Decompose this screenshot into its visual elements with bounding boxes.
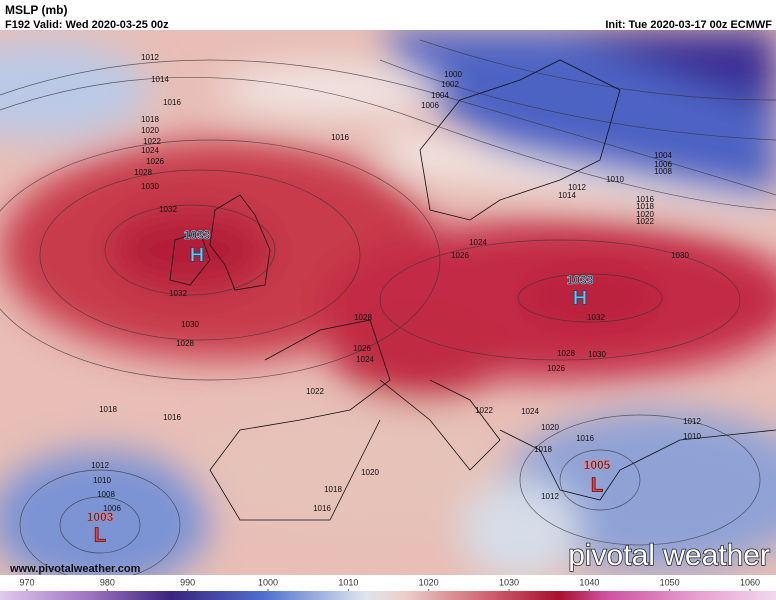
isobars bbox=[0, 39, 776, 575]
contour-label: 1024 bbox=[141, 146, 159, 155]
contour-label: 1020 bbox=[541, 423, 559, 432]
contour-label: 1030 bbox=[141, 182, 159, 191]
center-symbol: L bbox=[591, 474, 603, 496]
contour-label: 1022 bbox=[143, 137, 161, 146]
center-value: 1003 bbox=[87, 510, 114, 524]
contour-label: 1006 bbox=[421, 101, 439, 110]
colorbar-tick-label: 970 bbox=[19, 577, 34, 587]
title: MSLP (mb) bbox=[5, 3, 67, 17]
colorbar-tick-label: 980 bbox=[100, 577, 115, 587]
colorbar-tick-label: 1060 bbox=[740, 577, 760, 587]
contour-label: 1020 bbox=[636, 210, 654, 219]
contour-labels: 1012101410161018102010221024102610281030… bbox=[91, 53, 701, 513]
watermark-brand: pivotal weather bbox=[568, 539, 770, 572]
contour-label: 1016 bbox=[576, 434, 594, 443]
contour-label: 1018 bbox=[99, 405, 117, 414]
contour-label: 1008 bbox=[97, 490, 115, 499]
colorbar-tick-label: 1040 bbox=[579, 577, 599, 587]
contour-label: 1024 bbox=[469, 238, 487, 247]
center-symbol: H bbox=[190, 244, 204, 266]
contour-label: 1030 bbox=[671, 251, 689, 260]
colorbar-tick-label: 990 bbox=[180, 577, 195, 587]
contour-label: 1032 bbox=[169, 289, 187, 298]
contour-label: 1018 bbox=[141, 115, 159, 124]
contour-label: 1028 bbox=[176, 339, 194, 348]
contour-label: 1006 bbox=[654, 160, 672, 169]
contour-label: 1006 bbox=[103, 504, 121, 513]
init-time: Init: Tue 2020-03-17 00z ECMWF bbox=[605, 19, 772, 31]
colorbar bbox=[0, 591, 776, 600]
colorbar-tick-label: 1010 bbox=[338, 577, 358, 587]
colorbar-tick-label: 1020 bbox=[419, 577, 439, 587]
contour-label: 1010 bbox=[93, 476, 111, 485]
contour-label: 1026 bbox=[451, 251, 469, 260]
pressure-field bbox=[0, 30, 776, 575]
contour-label: 1018 bbox=[636, 202, 654, 211]
contour-label: 1032 bbox=[587, 313, 605, 322]
coastlines bbox=[169, 59, 776, 521]
contour-label: 1018 bbox=[534, 445, 552, 454]
contour-label: 1020 bbox=[141, 126, 159, 135]
contour-label: 1022 bbox=[475, 406, 493, 415]
contour-label: 1012 bbox=[683, 417, 701, 426]
center-value: 1033 bbox=[567, 273, 594, 287]
contour-label: 1012 bbox=[91, 461, 109, 470]
contour-label: 1030 bbox=[181, 320, 199, 329]
contour-label: 1026 bbox=[353, 344, 371, 353]
contour-label: 1028 bbox=[557, 349, 575, 358]
contour-label: 1024 bbox=[521, 407, 539, 416]
colorbar-tick-label: 1000 bbox=[258, 577, 278, 587]
contour-label: 1014 bbox=[558, 191, 576, 200]
contour-label: 1002 bbox=[441, 80, 459, 89]
contour-label: 1016 bbox=[163, 413, 181, 422]
contour-label: 1012 bbox=[141, 53, 159, 62]
center-symbol: H bbox=[573, 287, 587, 309]
contour-label: 1022 bbox=[306, 387, 324, 396]
contour-label: 1016 bbox=[313, 504, 331, 513]
colorbar-tick-label: 1030 bbox=[499, 577, 519, 587]
center-value: 1033 bbox=[184, 228, 211, 242]
valid-time: F192 Valid: Wed 2020-03-25 00z bbox=[5, 19, 169, 31]
center-symbol: L bbox=[94, 524, 106, 546]
contour-label: 1032 bbox=[159, 205, 177, 214]
contour-label: 1004 bbox=[654, 151, 672, 160]
contour-label: 1012 bbox=[541, 492, 559, 501]
colorbar-ticks: 970 980 990 1000 1010 1020 1030 1040 1050 1060 bbox=[19, 577, 760, 591]
contour-label: 1004 bbox=[431, 91, 449, 100]
contour-label: 1026 bbox=[547, 364, 565, 373]
contour-label: 1016 bbox=[331, 133, 349, 142]
watermark-url: www.pivotalweather.com bbox=[9, 563, 141, 575]
contour-label: 1028 bbox=[354, 313, 372, 322]
contour-label: 1026 bbox=[146, 157, 164, 166]
contour-label: 1024 bbox=[356, 355, 374, 364]
contour-label: 1020 bbox=[361, 468, 379, 477]
contour-label: 1008 bbox=[654, 167, 672, 176]
contour-label: 1010 bbox=[683, 432, 701, 441]
contour-label: 1030 bbox=[588, 350, 606, 359]
contour-label: 1018 bbox=[324, 485, 342, 494]
contour-label: 1000 bbox=[444, 70, 462, 79]
contour-label: 1028 bbox=[134, 168, 152, 177]
colorbar-tick-label: 1050 bbox=[660, 577, 680, 587]
contour-label: 1022 bbox=[636, 217, 654, 226]
contour-label: 1010 bbox=[606, 175, 624, 184]
center-value: 1005 bbox=[584, 458, 611, 472]
contour-label: 1016 bbox=[636, 195, 654, 204]
contour-label: 1014 bbox=[151, 75, 169, 84]
contour-label: 1016 bbox=[163, 98, 181, 107]
contour-label: 1012 bbox=[568, 183, 586, 192]
